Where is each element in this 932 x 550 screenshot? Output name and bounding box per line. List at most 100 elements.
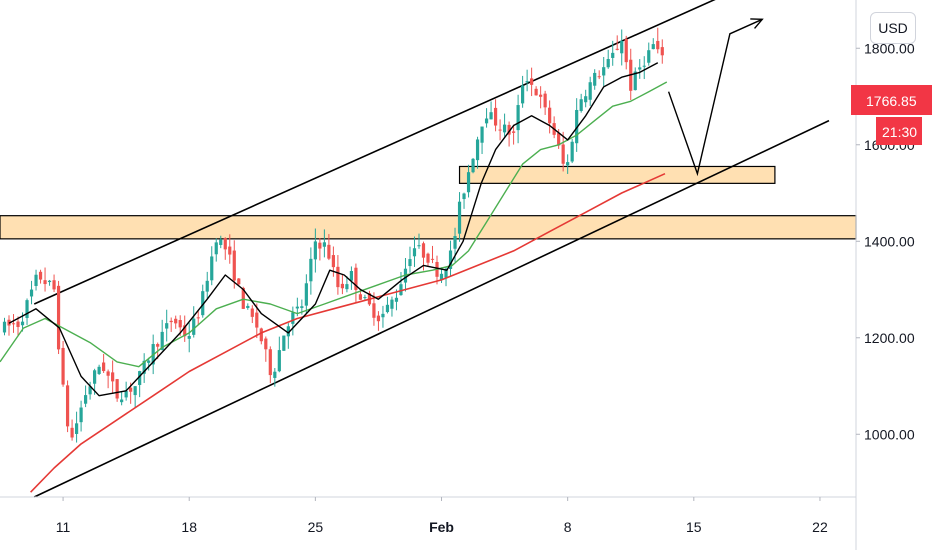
candle-up: [408, 259, 412, 267]
candle-down: [11, 323, 16, 325]
candle-down: [498, 129, 502, 131]
candle-up: [611, 52, 615, 58]
candle-down: [539, 94, 543, 97]
candle-down: [174, 318, 178, 324]
candle-down: [129, 387, 133, 392]
candle-down: [336, 266, 340, 288]
zone-wide: [0, 215, 857, 240]
candle-up: [521, 85, 525, 104]
candle-up: [79, 407, 83, 423]
countdown-label: 21:30: [876, 117, 922, 145]
candle-up: [300, 306, 304, 308]
candle-up: [480, 126, 484, 143]
y-tick-label: 1800.00: [864, 40, 915, 56]
candle-up: [381, 313, 385, 318]
x-tick-label: Feb: [429, 519, 454, 535]
countdown-value: 21:30: [882, 124, 917, 140]
candle-down: [111, 372, 115, 382]
candle-up: [489, 112, 493, 120]
candle-down: [43, 280, 47, 285]
candle-down: [255, 312, 259, 328]
candle-down: [543, 93, 547, 108]
channel-lower-line: [33, 119, 830, 498]
candle-down: [660, 47, 664, 56]
candle-down: [237, 278, 241, 285]
candle-up: [192, 318, 196, 335]
candle-up: [219, 239, 223, 245]
candle-up: [390, 299, 394, 309]
last-price-label: 1766.85: [851, 85, 932, 115]
candle-up: [575, 109, 579, 144]
y-tick-label: 1400.00: [864, 233, 915, 249]
candle-down: [507, 124, 511, 135]
candle-down: [16, 321, 20, 327]
candle-up: [444, 268, 448, 278]
candle-up: [462, 193, 466, 200]
countdown-bg: [876, 117, 922, 145]
currency-button[interactable]: USD: [870, 12, 916, 44]
candle-up: [570, 141, 574, 162]
candle-down: [223, 238, 227, 250]
candle-up: [47, 280, 52, 283]
candle-up: [593, 72, 597, 86]
candle-up: [484, 118, 489, 124]
axes: [0, 0, 857, 550]
candle-down: [530, 78, 534, 85]
candle-up: [142, 360, 146, 374]
candle-down: [327, 244, 331, 259]
candle-down: [340, 283, 344, 289]
candle-down: [178, 319, 182, 328]
last-price-value: 1766.85: [866, 93, 917, 109]
candle-up: [584, 96, 588, 103]
candle-up: [165, 323, 169, 329]
candle-up: [210, 256, 214, 281]
candle-up: [160, 331, 164, 350]
y-tick-label: 1200.00: [864, 330, 915, 346]
candle-down: [376, 315, 381, 322]
candle-up: [2, 321, 7, 333]
candle-up: [363, 297, 367, 299]
candle-up: [399, 284, 403, 296]
candle-up: [602, 67, 606, 76]
candle-up: [466, 172, 471, 193]
candle-down: [70, 427, 74, 438]
supply-demand-zones: [0, 165, 857, 240]
candle-up: [647, 50, 651, 63]
ma-slow-line: [30, 172, 666, 493]
candle-up: [516, 105, 520, 131]
candle-up: [448, 250, 453, 269]
candle-up: [147, 360, 151, 363]
moving-averages: [0, 62, 668, 493]
last-price-bg: [851, 85, 932, 115]
candle-up: [633, 71, 637, 91]
candle-down: [115, 379, 119, 399]
candle-down: [426, 253, 430, 263]
projection-arrow: [667, 18, 764, 177]
candle-up: [313, 241, 317, 260]
candle-up: [304, 283, 308, 306]
candle-up: [133, 386, 137, 396]
candle-up: [651, 44, 655, 50]
candle-up: [345, 284, 349, 290]
candle-up: [309, 258, 313, 282]
candle-down: [232, 250, 236, 281]
candle-up: [638, 67, 642, 70]
candle-up: [606, 59, 610, 68]
candle-up: [88, 386, 92, 395]
candle-down: [264, 338, 268, 350]
candle-up: [273, 371, 277, 378]
candle-down: [430, 258, 435, 260]
candle-down: [512, 131, 516, 133]
candle-up: [620, 41, 624, 54]
x-tick-label: 22: [812, 519, 828, 535]
candle-down: [656, 40, 660, 50]
candle-up: [74, 423, 79, 434]
candle-up: [453, 236, 457, 249]
candle-down: [250, 308, 254, 317]
candle-down: [259, 328, 263, 342]
trend-channel: [33, 0, 830, 498]
candle-down: [493, 107, 498, 126]
candle-down: [65, 385, 70, 427]
